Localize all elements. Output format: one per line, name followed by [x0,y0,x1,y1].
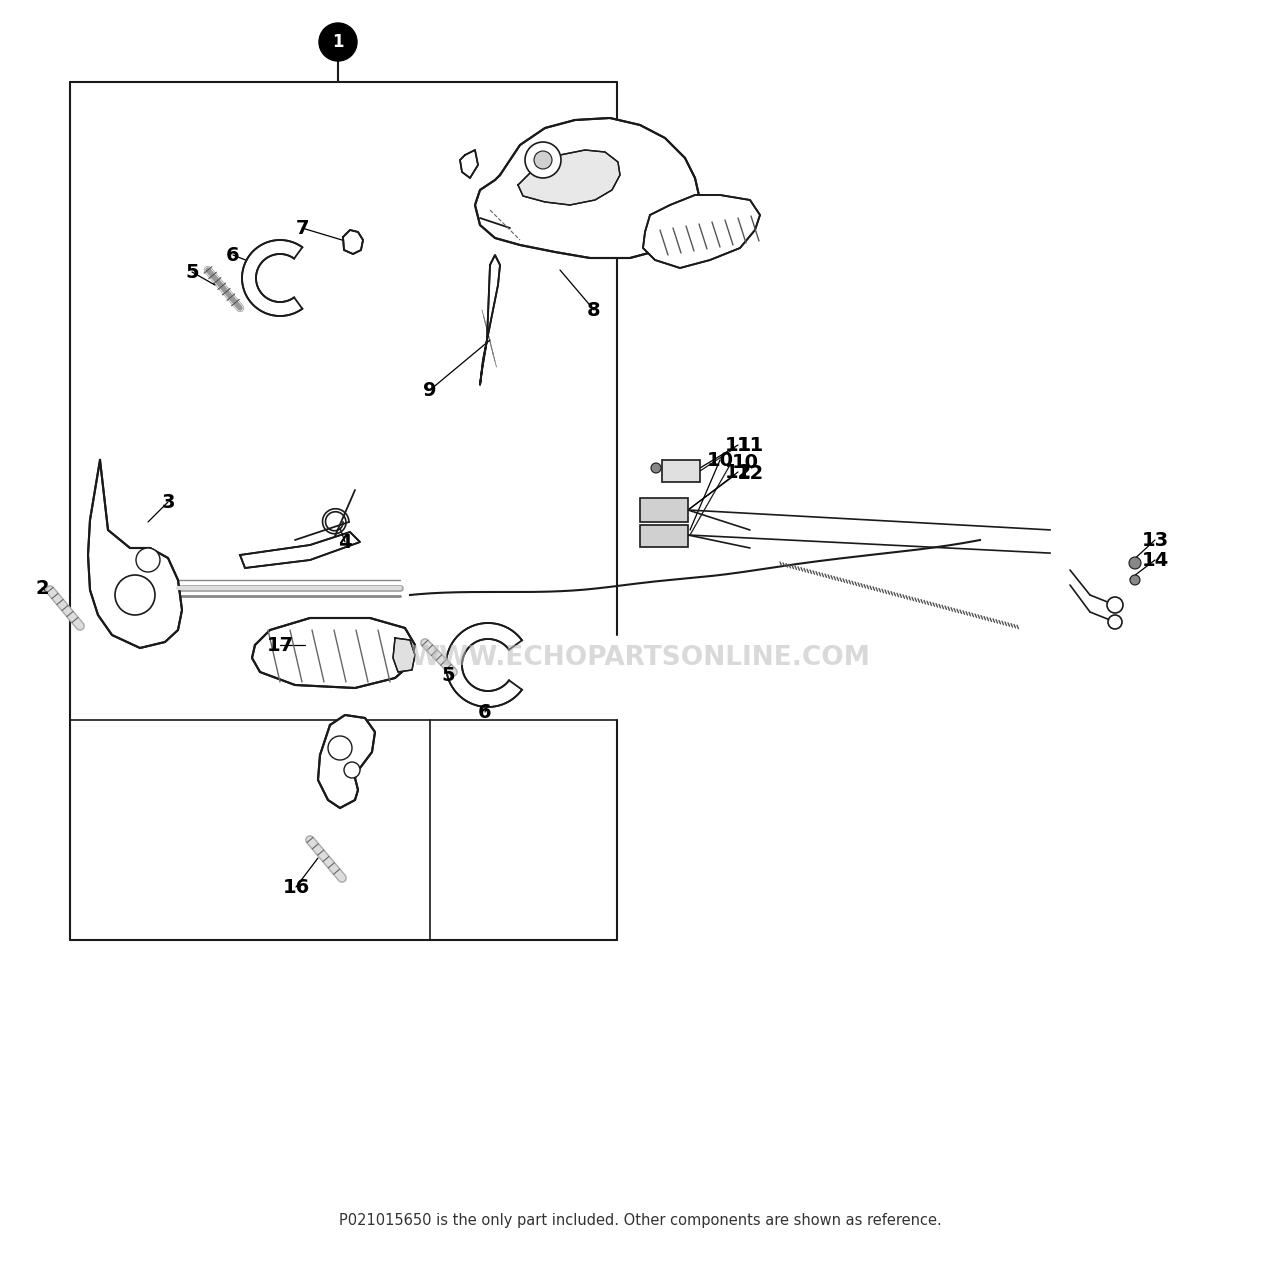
Polygon shape [88,460,182,648]
Polygon shape [480,255,500,385]
Text: 10: 10 [731,453,759,471]
Polygon shape [393,637,415,672]
Circle shape [344,762,360,778]
Circle shape [115,575,155,614]
Circle shape [1108,614,1123,628]
Text: 8: 8 [588,301,600,320]
Circle shape [652,463,660,474]
Text: 12: 12 [736,463,764,483]
Polygon shape [252,618,415,689]
Text: 14: 14 [1142,550,1169,570]
Bar [640,498,689,522]
Polygon shape [445,623,522,707]
Text: 6: 6 [227,246,239,265]
Text: 9: 9 [424,380,436,399]
Text: 12: 12 [724,462,751,481]
Polygon shape [460,150,477,178]
Circle shape [328,736,352,760]
Text: P021015650 is the only part included. Other components are shown as reference.: P021015650 is the only part included. Ot… [339,1212,941,1228]
Circle shape [1129,557,1140,570]
Text: 13: 13 [1142,530,1169,549]
Text: 1: 1 [333,33,344,51]
Circle shape [1107,596,1123,613]
Text: 5: 5 [442,666,454,685]
Polygon shape [518,150,620,205]
Text: 16: 16 [283,878,310,896]
Polygon shape [242,241,302,316]
Text: 11: 11 [736,435,764,454]
Text: 7: 7 [296,219,308,238]
Circle shape [534,151,552,169]
Polygon shape [317,716,375,808]
Circle shape [319,23,357,61]
Polygon shape [643,195,760,268]
Bar [640,525,689,547]
Circle shape [136,548,160,572]
Polygon shape [241,532,360,568]
Text: 11: 11 [724,435,751,454]
Text: WWW.ECHOPARTSONLINE.COM: WWW.ECHOPARTSONLINE.COM [410,645,870,671]
Text: 6: 6 [479,703,492,722]
Polygon shape [475,118,700,259]
Polygon shape [343,230,364,253]
Text: 17: 17 [266,635,293,654]
Text: 10: 10 [707,451,733,470]
Text: 2: 2 [35,579,49,598]
Text: 5: 5 [186,262,198,282]
Circle shape [1130,575,1140,585]
Circle shape [525,142,561,178]
Bar [662,460,700,483]
Text: 3: 3 [161,493,175,512]
Text: 4: 4 [338,532,352,552]
